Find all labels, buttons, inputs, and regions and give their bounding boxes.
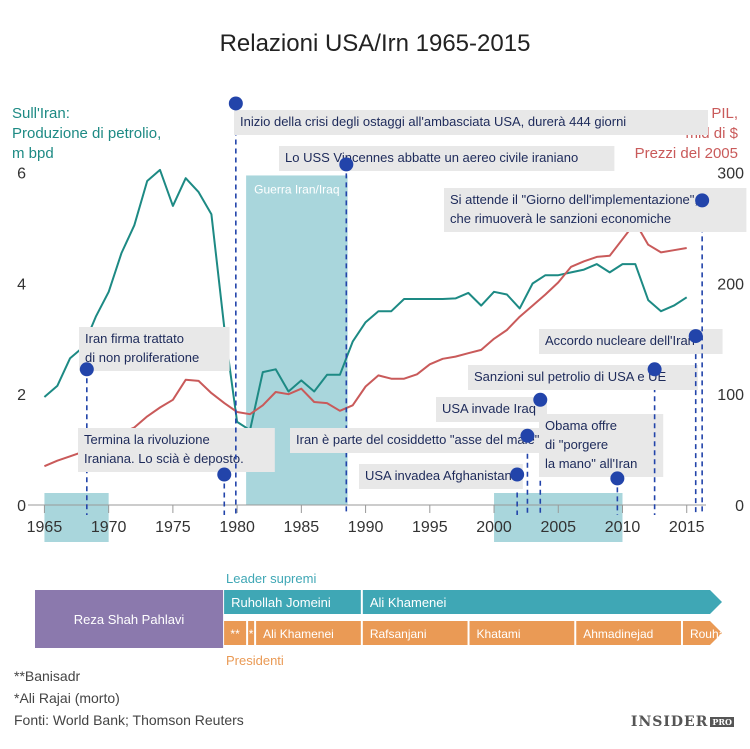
y-left-tick-label: 0 bbox=[17, 498, 26, 515]
event-callout-box bbox=[436, 397, 547, 422]
event-marker-dot bbox=[533, 392, 548, 407]
right-axis-label-line: Prezzi del 2005 bbox=[634, 145, 738, 162]
left-axis-label: Sull'Iran: Produzione di petrolio, m bpd bbox=[12, 104, 161, 164]
x-tick-label: 1990 bbox=[348, 519, 384, 536]
event-marker-dot bbox=[339, 157, 354, 172]
left-axis-label-line: m bpd bbox=[12, 145, 54, 162]
president-label: ** bbox=[230, 627, 240, 641]
logo-sup: PRO bbox=[710, 717, 734, 727]
president-segment bbox=[224, 621, 247, 645]
event-marker-dot bbox=[610, 471, 625, 486]
event-callout-text: Termina la rivoluzione bbox=[84, 432, 210, 447]
footnote-banisadr: **Banisadr bbox=[14, 668, 81, 684]
y-right-tick-label: 300 bbox=[717, 166, 744, 183]
presidents-title: Presidenti bbox=[226, 653, 284, 668]
president-segment bbox=[362, 621, 468, 645]
event-callout-text: USA invade Iraq bbox=[442, 401, 536, 416]
president-segment bbox=[248, 621, 255, 645]
x-tick-label: 1975 bbox=[155, 519, 191, 536]
gdp-line bbox=[44, 221, 687, 468]
sources-note: Fonti: World Bank; Thomson Reuters bbox=[14, 712, 244, 728]
president-label: Rouhani bbox=[690, 627, 735, 641]
event-callout-box bbox=[290, 428, 586, 453]
event-callout-text: USA invadea Afghanistan bbox=[365, 468, 512, 483]
president-segment bbox=[469, 621, 575, 645]
x-tick-label: 1965 bbox=[27, 519, 63, 536]
leader-segment bbox=[224, 590, 361, 614]
event-callout-box bbox=[79, 327, 230, 371]
event-marker-dot bbox=[688, 329, 703, 344]
x-tick-label: 2010 bbox=[605, 519, 641, 536]
president-segment bbox=[576, 621, 681, 645]
chart-title: Relazioni USA/Irn 1965-2015 bbox=[219, 30, 531, 57]
event-callout-box bbox=[539, 414, 664, 477]
president-segment bbox=[256, 621, 361, 645]
event-callout-text: di "porgere bbox=[545, 437, 608, 452]
x-tick-label: 1970 bbox=[91, 519, 127, 536]
event-callout-text: Iran firma trattato bbox=[85, 331, 184, 346]
y-left-tick-label: 2 bbox=[17, 387, 26, 404]
x-tick-label: 1995 bbox=[412, 519, 448, 536]
event-marker-dot bbox=[510, 467, 525, 482]
president-label: * bbox=[249, 627, 254, 641]
event-callout-text: Si attende il "Giorno dell'implementazio… bbox=[450, 192, 698, 207]
event-marker-dot bbox=[79, 362, 94, 377]
event-callout-text: che rimuoverà le sanzioni economiche bbox=[450, 211, 671, 226]
y-left-tick-label: 4 bbox=[17, 276, 26, 293]
logo-main: INSIDER bbox=[630, 714, 709, 730]
left-axis-label-line: Produzione di petrolio, bbox=[12, 125, 162, 142]
footnote-rajai: *Ali Rajai (morto) bbox=[14, 690, 120, 706]
insider-pro-logo: INSIDER PRO bbox=[631, 714, 734, 730]
event-callout-box bbox=[279, 146, 615, 171]
event-callout-text: Lo USS Vincennes abbatte un aereo civile… bbox=[285, 150, 578, 165]
y-right-tick-label: 100 bbox=[717, 387, 744, 404]
right-axis-label-line: PIL, bbox=[711, 105, 738, 122]
president-label: Ali Khamenei bbox=[263, 627, 334, 641]
event-callout-box bbox=[444, 188, 747, 232]
shaded-band bbox=[44, 493, 109, 542]
x-tick-label: 2015 bbox=[669, 519, 705, 536]
leader-label: Ali Khamenei bbox=[370, 595, 447, 610]
event-callout-text: Inizio della crisi degli ostaggi all'amb… bbox=[240, 114, 626, 129]
president-segment bbox=[682, 621, 722, 645]
event-callout-box bbox=[78, 428, 275, 472]
band-label: Guerra Iran/Iraq bbox=[254, 182, 339, 196]
event-marker-dot bbox=[228, 96, 243, 111]
event-callout-text: Iran è parte del cosiddetto "asse del ma… bbox=[296, 432, 540, 447]
event-callout-text: Sanzioni sul petrolio di USA e UE bbox=[474, 369, 667, 384]
event-callout-box bbox=[234, 110, 708, 135]
event-callout-text: Accordo nucleare dell'Iran bbox=[545, 333, 695, 348]
oil-production-line bbox=[43, 168, 688, 432]
event-callout-text: Obama offre bbox=[545, 418, 617, 433]
event-callout-text: Iraniana. Lo scià è deposto. bbox=[84, 451, 244, 466]
x-tick-label: 1985 bbox=[284, 519, 320, 536]
event-callout-box bbox=[359, 464, 523, 489]
x-tick-label: 1980 bbox=[219, 519, 255, 536]
event-marker-dot bbox=[217, 467, 232, 482]
leaders-title: Leader supremi bbox=[226, 571, 316, 586]
y-left-tick-label: 6 bbox=[17, 166, 26, 183]
shah-segment bbox=[35, 590, 224, 648]
president-label: Rafsanjani bbox=[370, 627, 427, 641]
event-marker-dot bbox=[520, 428, 535, 443]
shaded-band bbox=[494, 493, 623, 542]
x-tick-label: 2000 bbox=[476, 519, 512, 536]
event-marker-dot bbox=[695, 193, 710, 208]
president-label: Khatami bbox=[477, 627, 521, 641]
leader-segment bbox=[362, 590, 722, 614]
event-marker-dot bbox=[647, 362, 662, 377]
shah-label: Reza Shah Pahlavi bbox=[74, 612, 185, 627]
event-callout-text: di non proliferatione bbox=[85, 350, 199, 365]
leader-label: Ruhollah Jomeini bbox=[231, 595, 331, 610]
event-callout-text: la mano" all'Iran bbox=[545, 456, 637, 471]
y-right-tick-label: 0 bbox=[735, 498, 744, 515]
x-tick-label: 2005 bbox=[540, 519, 576, 536]
left-axis-label-line: Sull'Iran: bbox=[12, 105, 70, 122]
y-right-tick-label: 200 bbox=[717, 276, 744, 293]
president-label: Ahmadinejad bbox=[583, 627, 653, 641]
